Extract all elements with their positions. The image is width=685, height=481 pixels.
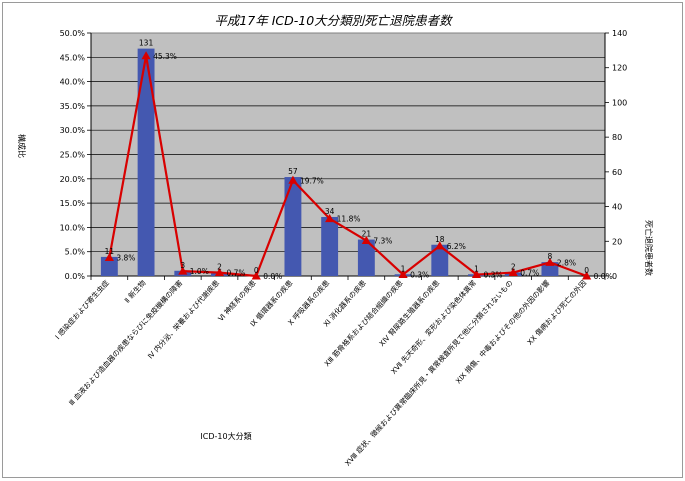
ratio-marker — [104, 252, 114, 261]
right-tick-label: 80 — [612, 133, 622, 142]
ratio-label: 45.3% — [153, 52, 177, 61]
ratio-label: 0.3% — [484, 271, 503, 280]
count-label: 3 — [180, 261, 185, 270]
ratio-marker — [325, 214, 335, 223]
ratio-marker — [435, 241, 445, 250]
left-tick-label: 10.0% — [60, 223, 86, 232]
right-tick-label: 60 — [612, 168, 622, 177]
ratio-marker — [545, 257, 555, 266]
count-label: 131 — [139, 39, 154, 48]
count-label: 0 — [584, 266, 589, 275]
x-tick-label: ⅩⅧ 症状、徴候および異常臨床所見・異常検査所見で他に分類されないもの — [343, 278, 515, 467]
ratio-line — [108, 54, 588, 278]
count-label: 34 — [325, 207, 335, 216]
right-tick-label: 20 — [612, 237, 622, 246]
count-bar — [357, 239, 375, 276]
ratio-label: 6.2% — [447, 242, 466, 251]
ratio-label: 0.0% — [594, 272, 613, 281]
left-tick-label: 15.0% — [60, 199, 86, 208]
left-tick-label: 5.0% — [65, 248, 86, 257]
ratio-marker — [398, 269, 408, 278]
ratio-marker — [471, 269, 482, 278]
count-bar — [137, 48, 155, 276]
ratio-marker — [214, 267, 225, 277]
chart-svg: 平成17年 ICD-10大分類別死亡退院患者数 0.0%5.0%10.0%15.… — [17, 13, 654, 468]
count-bar — [100, 256, 118, 276]
right-tick-label: 0 — [612, 272, 617, 281]
ratio-marker — [361, 235, 371, 244]
right-tick-label: 140 — [612, 29, 627, 38]
left-tick-label: 20.0% — [60, 175, 86, 184]
count-label: 1 — [474, 264, 479, 273]
ratio-marker — [508, 267, 518, 277]
ratio-label: 0.3% — [410, 271, 429, 280]
left-tick-label: 35.0% — [60, 102, 86, 111]
ratio-label: 3.8% — [116, 254, 135, 263]
x-tick-label: Ⅰ 感染症および寄生虫症 — [53, 278, 111, 341]
ratio-label: 1.0% — [190, 267, 209, 276]
count-label: 8 — [548, 252, 553, 261]
count-label: 57 — [288, 167, 298, 176]
right-tick-label: 120 — [612, 64, 627, 73]
count-label: 18 — [435, 235, 445, 244]
left-tick-label: 0.0% — [65, 272, 86, 281]
count-label: 0 — [254, 266, 259, 275]
count-bar — [431, 244, 449, 276]
count-label: 2 — [217, 263, 222, 272]
x-tick-label: ⅩⅣ 腎尿路生殖器系の疾患 — [377, 278, 441, 348]
left-tick-label: 50.0% — [60, 29, 86, 38]
ratio-label: 0.7% — [520, 269, 539, 278]
x-axis-title: ICD-10大分類 — [200, 431, 251, 441]
count-label: 2 — [511, 263, 516, 272]
left-axis-title: 構成比 — [17, 134, 27, 158]
right-tick-label: 40 — [612, 203, 622, 212]
ratio-marker — [178, 266, 188, 275]
count-bar — [284, 177, 302, 276]
ratio-label: 11.8% — [337, 215, 361, 224]
x-tick-label: Ⅱ 新生物 — [123, 278, 148, 304]
ratio-marker — [251, 271, 261, 280]
left-tick-label: 45.0% — [60, 53, 86, 62]
right-tick-label: 100 — [612, 98, 627, 107]
count-label: 1 — [401, 264, 406, 273]
count-bar — [321, 216, 339, 276]
ratio-label: 0.7% — [227, 269, 246, 278]
ratio-label: 7.3% — [373, 237, 392, 246]
count-label: 11 — [105, 247, 115, 256]
x-tick-label: ⅩⅢ 筋骨格系および結合組織の疾患 — [322, 278, 404, 368]
x-tick-label: Ⅳ 内分泌、栄養および代謝疾患 — [146, 278, 221, 360]
left-tick-label: 25.0% — [60, 151, 86, 160]
ratio-label: 19.7% — [300, 176, 324, 185]
left-tick-label: 40.0% — [60, 78, 86, 87]
x-tick-label: Ⅵ 神経系の疾患 — [216, 278, 258, 323]
left-tick-label: 30.0% — [60, 126, 86, 135]
ratio-marker — [141, 51, 151, 60]
ratio-marker — [288, 175, 298, 184]
ratio-label: 2.8% — [557, 258, 576, 267]
count-label: 21 — [362, 230, 372, 239]
chart-title: 平成17年 ICD-10大分類別死亡退院患者数 — [214, 13, 453, 28]
ratio-label: 0.0% — [263, 272, 282, 281]
ratio-marker — [582, 271, 592, 280]
right-axis-title: 死亡退院患者数 — [644, 220, 654, 276]
